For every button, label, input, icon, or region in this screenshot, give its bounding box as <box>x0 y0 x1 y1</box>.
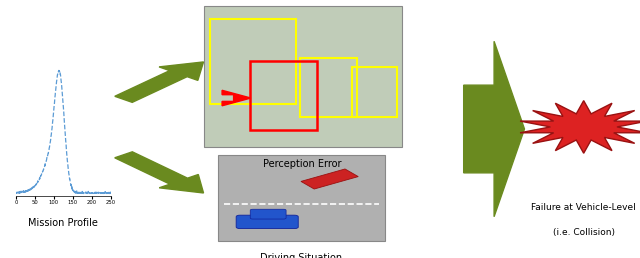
Polygon shape <box>463 41 525 217</box>
Text: Perception Error: Perception Error <box>264 159 342 169</box>
Text: Driving Situation: Driving Situation <box>260 253 342 258</box>
FancyBboxPatch shape <box>218 155 385 241</box>
Polygon shape <box>301 169 358 189</box>
Text: Failure at Vehicle-Level: Failure at Vehicle-Level <box>531 203 636 212</box>
Text: (i.e. Collision): (i.e. Collision) <box>553 228 614 237</box>
FancyBboxPatch shape <box>250 209 286 219</box>
FancyBboxPatch shape <box>236 215 298 229</box>
Polygon shape <box>115 62 204 102</box>
Text: Mission Profile: Mission Profile <box>28 218 99 228</box>
Polygon shape <box>222 90 251 106</box>
Polygon shape <box>115 152 204 193</box>
Polygon shape <box>520 101 640 153</box>
FancyBboxPatch shape <box>204 6 402 147</box>
